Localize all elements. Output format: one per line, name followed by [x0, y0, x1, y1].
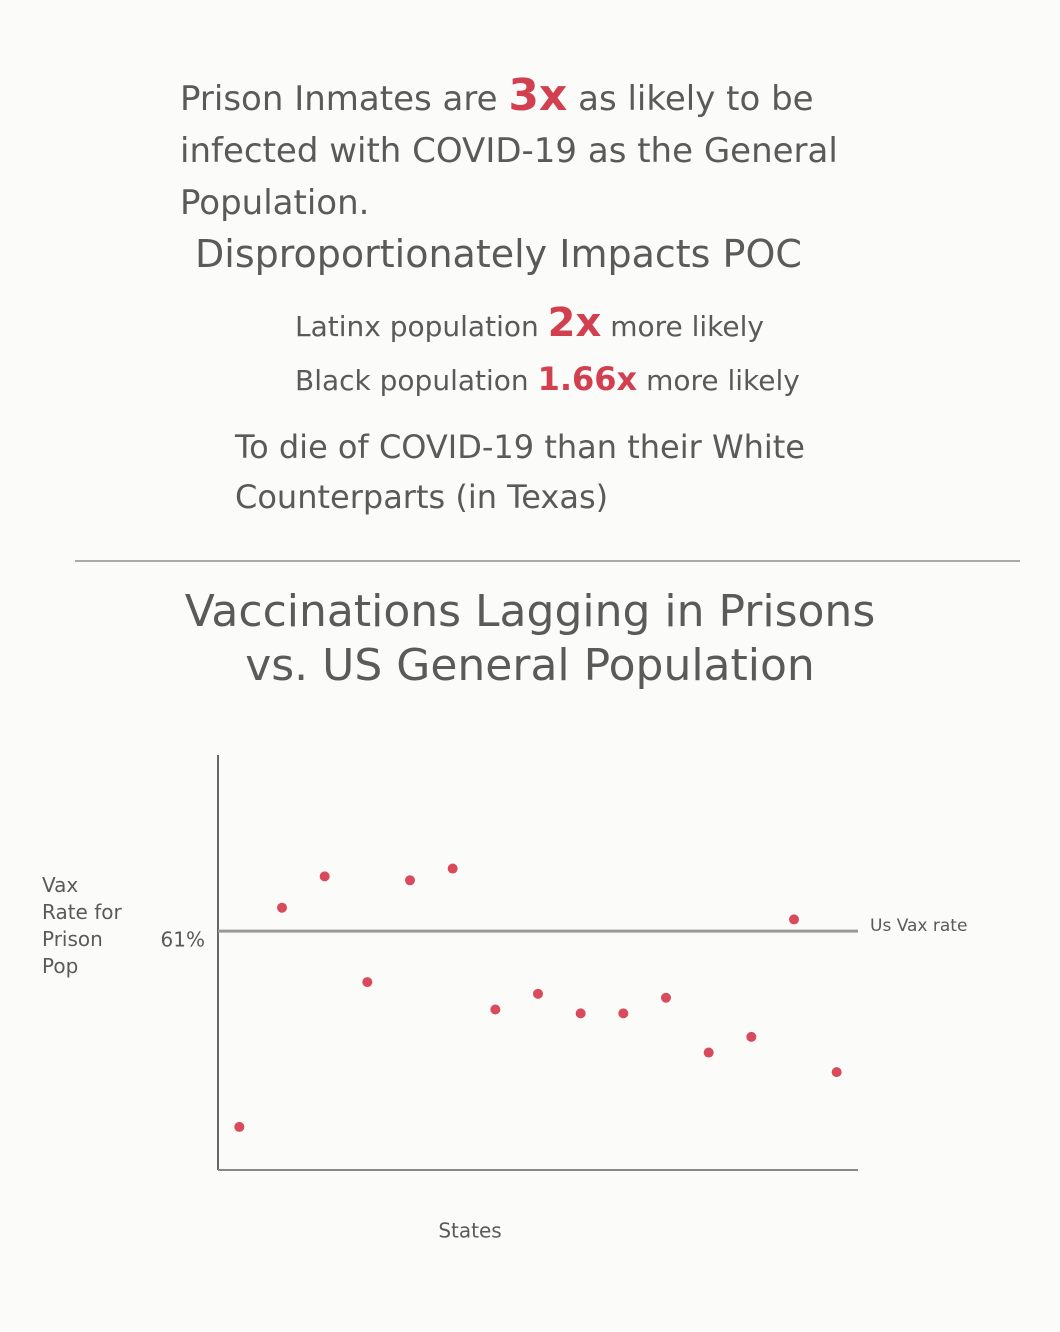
- closing: To die of COVID-19 than their White Coun…: [235, 428, 805, 516]
- point: [661, 992, 671, 1003]
- point: [789, 914, 799, 925]
- point: [234, 1121, 245, 1132]
- point: [703, 1047, 714, 1058]
- heading: Disproportionately Impacts POC: [195, 232, 802, 276]
- latinx-text: Latinx population: [295, 310, 539, 343]
- point: [533, 988, 543, 999]
- black-line: Black population 1.66x more likely: [295, 360, 800, 398]
- point: [831, 1067, 842, 1078]
- chart: States 61% Us Vax rate: [161, 755, 967, 1243]
- latinx-line: Latinx population 2x more likely: [295, 300, 764, 346]
- point: [618, 1008, 629, 1019]
- latinx-text: more likely: [610, 310, 764, 343]
- point: [447, 863, 458, 874]
- point: [490, 1004, 501, 1015]
- intro-text: as likely to be infected with COVID-19 a…: [180, 79, 838, 223]
- reference-label: Us Vax rate: [870, 916, 967, 936]
- x-axis-label: States: [438, 1219, 501, 1243]
- divider: [75, 560, 1020, 562]
- point: [277, 902, 287, 913]
- intro: Prison Inmates are 3x as likely to be in…: [180, 70, 910, 229]
- chart-title: Vaccinations Lagging in Prisons vs. US G…: [184, 586, 876, 691]
- black-text: more likely: [646, 364, 800, 397]
- black-text: Black population: [295, 364, 529, 397]
- point: [319, 871, 330, 882]
- black-highlight: 1.66x: [537, 360, 638, 398]
- y-tick-label: 61%: [161, 928, 205, 952]
- intro-text: Prison Inmates are: [180, 79, 498, 119]
- point: [405, 875, 415, 886]
- latinx-highlight: 2x: [547, 300, 602, 346]
- y-axis-label: Vax Rate for Prison Pop: [42, 873, 122, 978]
- point: [362, 977, 373, 988]
- point: [575, 1008, 586, 1019]
- point: [746, 1031, 757, 1042]
- intro-highlight: 3x: [508, 70, 568, 121]
